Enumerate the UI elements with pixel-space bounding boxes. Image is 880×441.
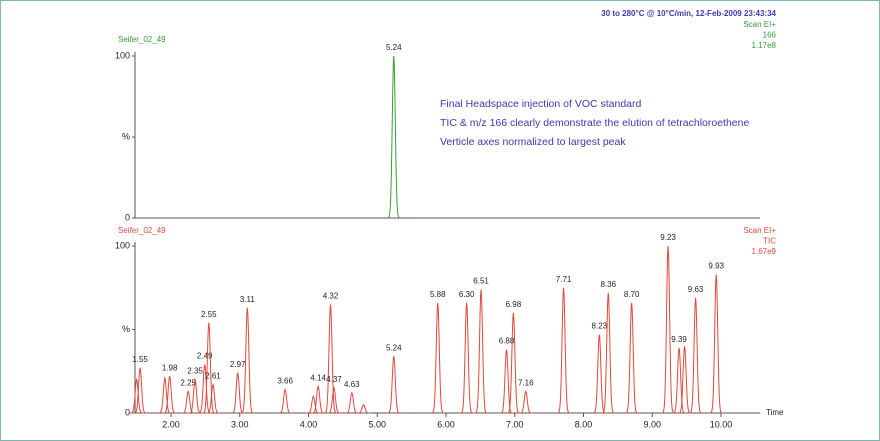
panel-info: TIC (763, 237, 776, 246)
peak (459, 302, 474, 414)
peak (356, 403, 371, 414)
x-tick-label: 9.00 (644, 419, 662, 429)
panel-info: 1.17e8 (752, 41, 777, 50)
peak (688, 297, 703, 414)
peak (661, 245, 676, 414)
annotation: TIC & m/z 166 clearly demonstrate the el… (440, 117, 749, 129)
peak (506, 312, 521, 414)
y-tick-label: % (122, 324, 130, 334)
peak (306, 395, 321, 414)
peak-label: 2.49 (197, 352, 213, 361)
panel-title: Seifer_02_49 (118, 35, 166, 44)
peak (624, 302, 639, 414)
x-tick-label: 4.00 (300, 419, 318, 429)
peak-label: 4.14 (310, 373, 326, 382)
peak-label: 2.61 (205, 372, 221, 381)
peak (430, 302, 445, 414)
peak-label: 3.66 (277, 377, 293, 386)
peak (323, 304, 338, 414)
x-tick-label: 2.00 (162, 419, 180, 429)
x-tick-label: 10.00 (710, 419, 733, 429)
peak-label: 9.93 (708, 261, 724, 270)
x-tick-label: 7.00 (506, 419, 524, 429)
peak (205, 383, 220, 414)
peak-label: 2.97 (230, 360, 246, 369)
peak (157, 375, 172, 414)
peak-label: 4.32 (323, 292, 339, 301)
peak-label: 6.88 (499, 337, 515, 346)
panel-info: 1.67e9 (752, 247, 777, 256)
peak (386, 55, 401, 219)
peak-label: 2.25 (180, 378, 196, 387)
peak (601, 292, 616, 414)
peak-label: 9.23 (660, 233, 676, 242)
panel-info: 166 (763, 31, 777, 40)
y-tick-label: 0 (125, 407, 130, 417)
peak (162, 376, 177, 414)
panel-title: Seifer_02_49 (118, 226, 166, 235)
panel-info: Scan EI+ (743, 226, 776, 235)
peak (133, 367, 148, 414)
peak-label: 9.63 (688, 285, 704, 294)
peak (278, 388, 293, 414)
peak-label: 5.88 (430, 290, 446, 299)
annotation: Final Headspace injection of VOC standar… (440, 98, 642, 110)
peak-label: 6.98 (506, 300, 522, 309)
peak (311, 384, 326, 414)
peak (386, 356, 401, 414)
peak (474, 289, 489, 414)
peak (672, 347, 687, 414)
peak-label: 7.16 (518, 378, 534, 387)
peak-label: 1.55 (132, 355, 148, 364)
x-tick-label: 8.00 (575, 419, 593, 429)
peak-label: 1.98 (162, 363, 178, 372)
peak (181, 390, 196, 414)
x-tick-label: 5.00 (369, 419, 387, 429)
y-tick-label: 100 (115, 50, 130, 60)
peak-label: 3.11 (240, 295, 256, 304)
peak (499, 349, 514, 414)
peak-label: 8.23 (592, 322, 608, 331)
peak-label: 4.37 (326, 375, 342, 384)
peak (129, 377, 144, 414)
peak-label: 8.36 (600, 280, 616, 289)
peak (344, 391, 359, 414)
x-tick-label: 3.00 (231, 419, 249, 429)
peak (201, 322, 216, 414)
peak-label: 4.63 (344, 380, 360, 389)
peak (518, 390, 533, 414)
peak (240, 307, 255, 414)
peak (556, 287, 571, 414)
peak (677, 346, 692, 414)
peak (592, 334, 607, 414)
peak (197, 364, 212, 414)
peak-label: 7.71 (556, 275, 572, 284)
annotation: Verticle axes normalized to largest peak (440, 136, 626, 148)
peak-label: 2.35 (187, 367, 203, 376)
y-tick-label: % (122, 131, 130, 141)
peak (709, 274, 724, 414)
y-tick-label: 0 (125, 212, 130, 222)
peak-label: 9.39 (671, 335, 687, 344)
x-tick-label: 6.00 (437, 419, 455, 429)
peak-label: 8.70 (624, 290, 640, 299)
peak-label: 5.24 (386, 343, 402, 352)
peak (326, 386, 341, 414)
peak-label: 6.51 (473, 277, 489, 286)
peak-label: 5.24 (386, 43, 402, 52)
panel-info: Scan EI+ (743, 20, 776, 29)
peak-label: 2.55 (201, 310, 217, 319)
y-tick-label: 100 (115, 240, 130, 250)
x-axis-label: Time (766, 408, 784, 417)
run-info: 30 to 280°C @ 10°C/min, 12-Feb-2009 23:4… (601, 9, 776, 18)
peak-label: 6.30 (459, 290, 475, 299)
